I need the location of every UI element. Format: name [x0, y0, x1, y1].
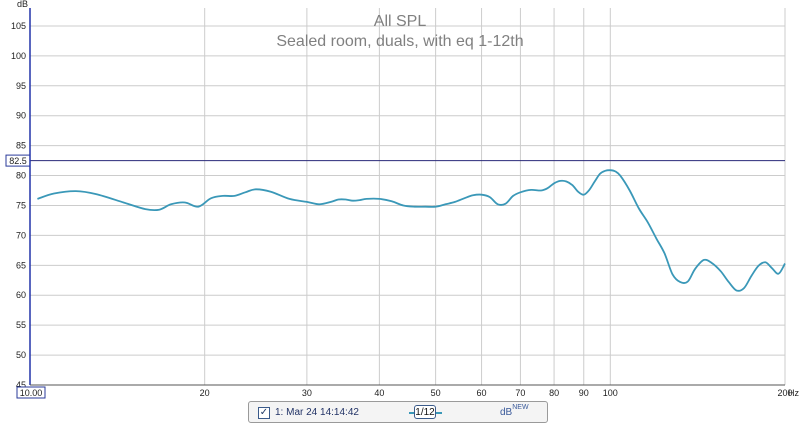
y-tick-label-105: 105: [11, 21, 26, 31]
legend-unit: dB: [500, 407, 513, 418]
legend-checkbox[interactable]: ✓: [258, 407, 270, 419]
legend-unit-superscript: NEW: [512, 404, 529, 411]
legend-unit-label: dBNEW: [500, 404, 529, 418]
y-tick-label-90: 90: [16, 111, 26, 121]
y-tick-label-50: 50: [16, 350, 26, 360]
plot-background: [30, 8, 785, 385]
smoothing-selector[interactable]: 1/12: [414, 405, 436, 419]
x-tick-label-80: 80: [549, 388, 559, 398]
y-unit-label: dB: [17, 0, 28, 9]
reference-line-label-group[interactable]: 82.5: [5, 154, 31, 167]
y-axis-tick-labels: 45 50 55 60 65 70 75 80 85 90 95 100 105: [11, 21, 26, 390]
x-tick-label-30: 30: [302, 388, 312, 398]
reference-line-label[interactable]: 82.5: [9, 156, 27, 166]
y-tick-label-45: 45: [16, 380, 26, 390]
x-tick-label-40: 40: [374, 388, 384, 398]
x-tick-label-100: 100: [603, 388, 618, 398]
x-axis-tick-labels: 20 30 40 50 60 70 80 90 100 200: [200, 388, 793, 398]
legend-bar: ✓ 1: Mar 24 14:14:42 1/12 dBNEW: [248, 401, 548, 423]
y-tick-label-70: 70: [16, 230, 26, 240]
x-start-label-box[interactable]: [16, 386, 46, 399]
legend-entry-label: 1: Mar 24 14:14:42: [275, 407, 359, 418]
x-tick-label-50: 50: [431, 388, 441, 398]
x-tick-label-90: 90: [579, 388, 589, 398]
y-tick-label-75: 75: [16, 200, 26, 210]
x-grid: [204, 8, 786, 385]
x-tick-label-60: 60: [477, 388, 487, 398]
spl-series-line: [37, 169, 786, 292]
x-start-label[interactable]: 10.00: [20, 388, 43, 398]
y-tick-label-65: 65: [16, 260, 26, 270]
chart-title: All SPL: [374, 13, 427, 30]
chart-subtitle: Sealed room, duals, with eq 1-12th: [276, 33, 523, 50]
y-tick-label-55: 55: [16, 320, 26, 330]
x-tick-label-20: 20: [200, 388, 210, 398]
y-tick-label-60: 60: [16, 290, 26, 300]
y-tick-label-80: 80: [16, 171, 26, 181]
y-tick-label-100: 100: [11, 51, 26, 61]
y-tick-label-95: 95: [16, 81, 26, 91]
x-tick-label-200: 200: [777, 388, 792, 398]
x-tick-label-70: 70: [515, 388, 525, 398]
spl-chart: 45 50 55 60 65 70 75 80 85 90 95 100 105 20 30 40 50 60 7…: [5, 0, 799, 399]
x-unit-label: Hz: [788, 388, 799, 398]
y-tick-label-85: 85: [16, 141, 26, 151]
